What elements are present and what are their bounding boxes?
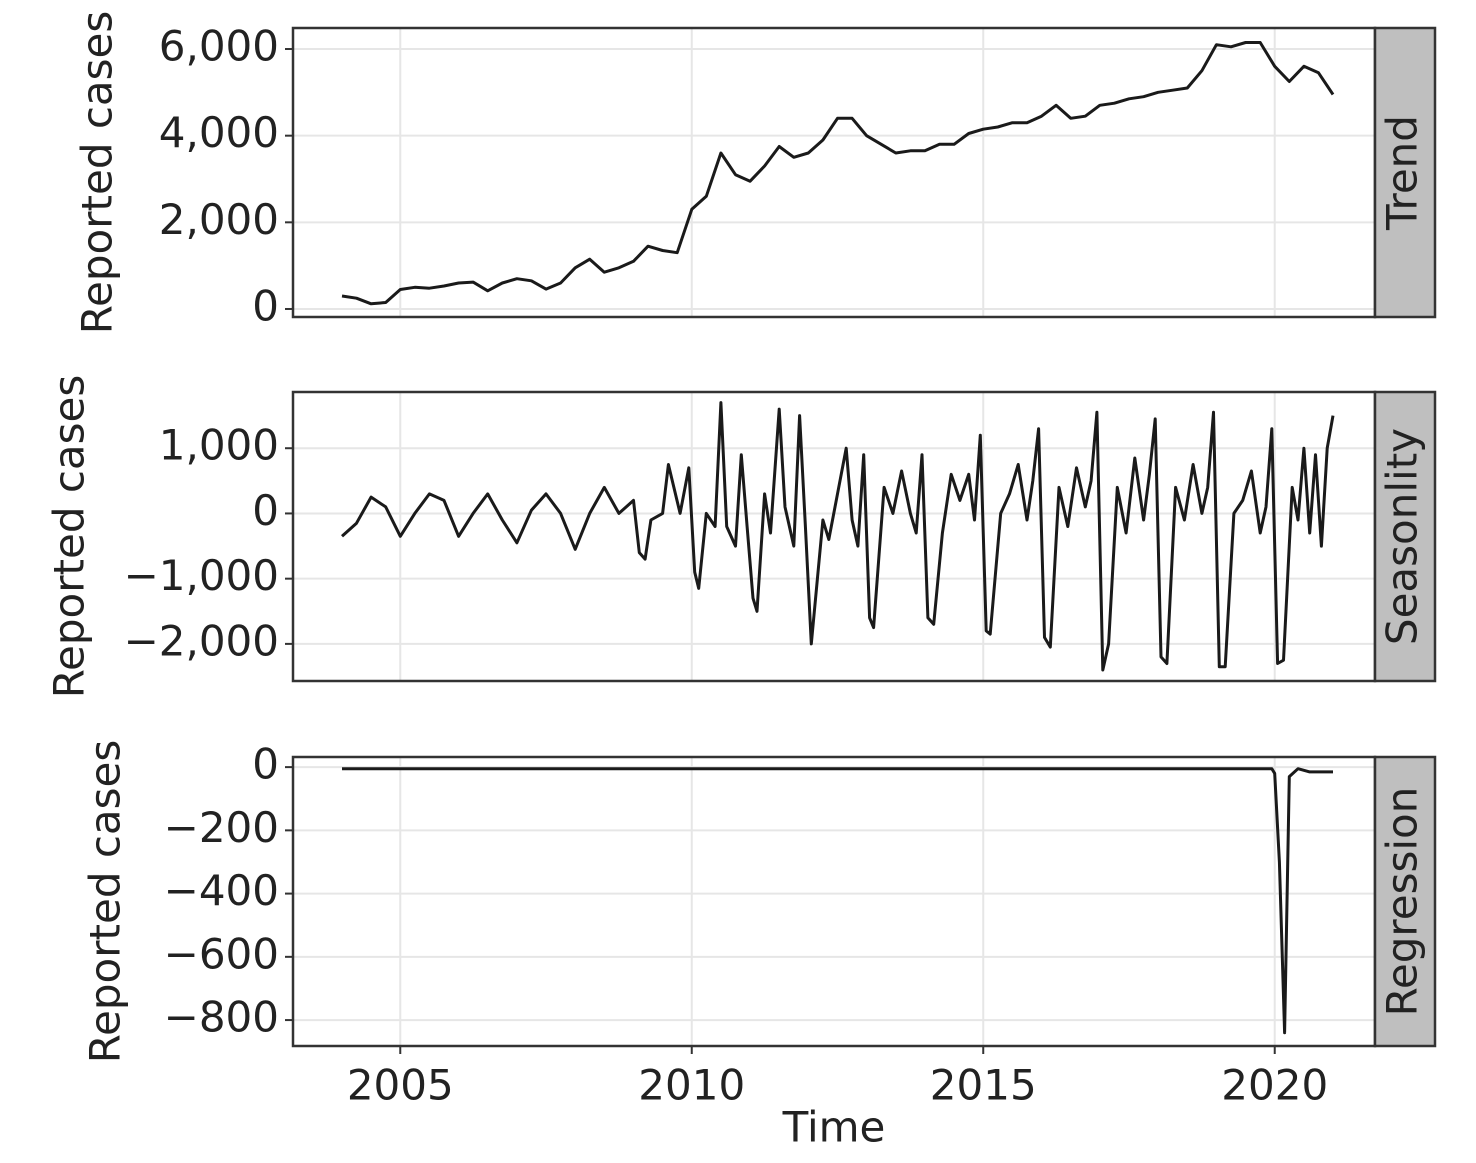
facet-label: Seasonlity	[1378, 428, 1427, 645]
y-tick-label: −2,000	[124, 616, 279, 665]
y-tick-label: −800	[164, 993, 279, 1042]
y-axis-label: Reported cases	[81, 740, 130, 1064]
y-axis-label: Reported cases	[73, 11, 122, 335]
data-line	[340, 401, 1335, 672]
data-line	[341, 41, 1335, 306]
facet-strip	[1373, 26, 1437, 319]
y-tick-label: −200	[164, 803, 279, 852]
facet-label: Trend	[1378, 115, 1427, 231]
y-tick-label: −600	[164, 929, 279, 978]
y-tick-label: −1,000	[124, 551, 279, 600]
y-tick-label: 0	[252, 740, 279, 789]
facet-strip	[1373, 755, 1437, 1048]
y-tick-label: 0	[252, 486, 279, 535]
x-tick-label: 2015	[930, 1061, 1037, 1110]
y-tick-label: 6,000	[159, 22, 279, 71]
y-tick-label: 1,000	[159, 421, 279, 470]
facet-strip	[1373, 390, 1437, 683]
y-axis-label: Reported cases	[45, 375, 94, 699]
x-tick-label: 2020	[1221, 1061, 1328, 1110]
x-tick-label: 2005	[347, 1061, 454, 1110]
panel-border	[291, 755, 1377, 1048]
x-tick-label: 2010	[638, 1061, 745, 1110]
y-tick-label: 0	[252, 281, 279, 330]
facet-label: Regression	[1378, 787, 1427, 1017]
y-tick-label: 2,000	[159, 195, 279, 244]
x-axis-label: Time	[782, 1103, 886, 1152]
data-line	[342, 767, 1333, 1035]
panel-border	[291, 26, 1377, 319]
y-tick-label: −400	[164, 866, 279, 915]
y-tick-label: 4,000	[159, 108, 279, 157]
